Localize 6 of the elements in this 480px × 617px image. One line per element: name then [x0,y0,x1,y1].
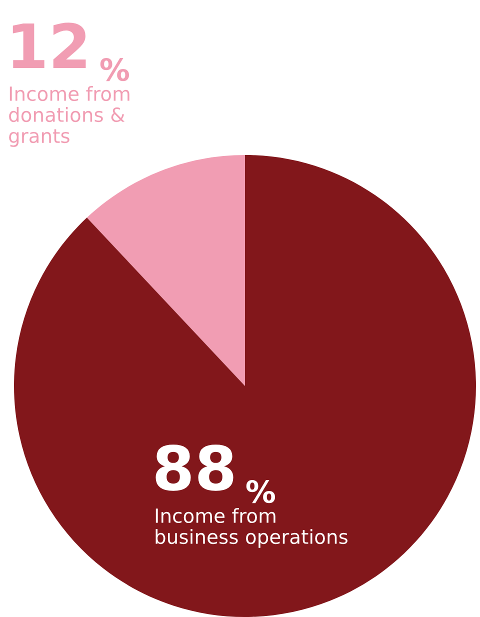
pie-slice [86,155,245,386]
data-label: 88 % [156,444,276,504]
slice-label: Income from donations & grants [9,86,130,147]
data-label: 12 % [12,22,130,82]
slice-label: Income from business operations [156,508,348,548]
pie-slice [14,155,476,617]
